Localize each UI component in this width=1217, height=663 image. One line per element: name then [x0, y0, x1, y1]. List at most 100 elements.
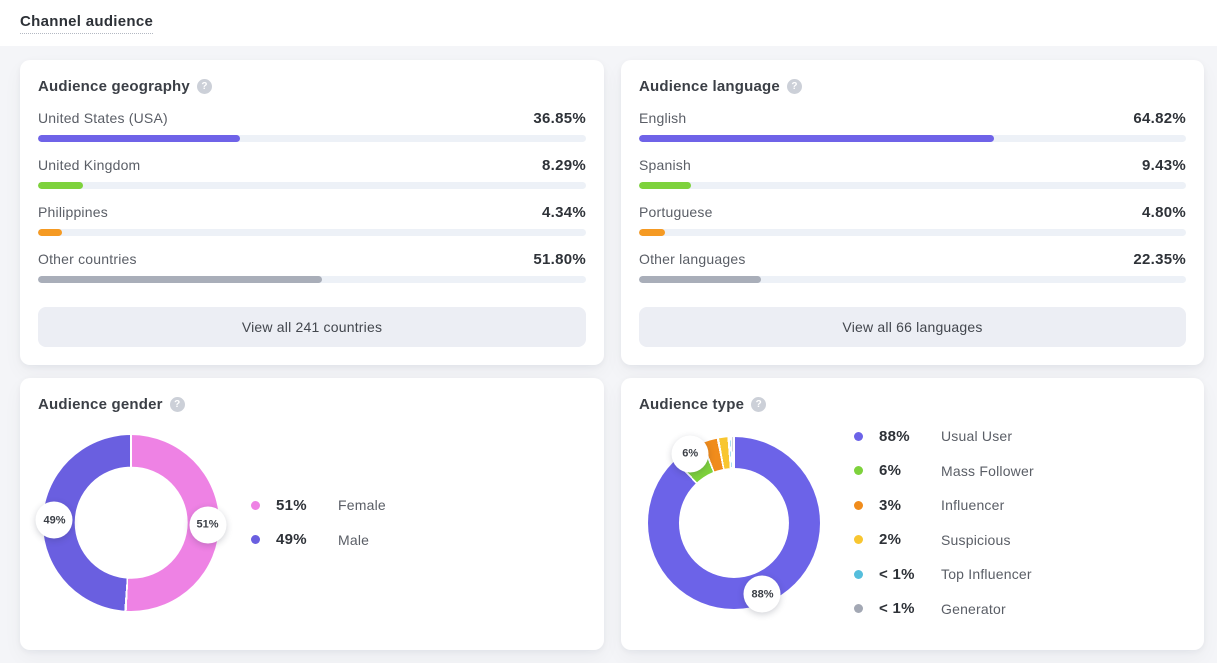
card-header: Audience language ? [639, 78, 1186, 95]
card-header: Audience geography ? [38, 78, 586, 95]
legend-label: Suspicious [941, 531, 1011, 548]
legend-dot [854, 535, 863, 545]
progress-track [639, 135, 1186, 142]
stat-value: 22.35% [1133, 251, 1186, 268]
audience-gender-card: Audience gender ? 49% 51% 51% Female 49% … [20, 378, 604, 650]
audience-language-card: Audience language ? English 64.82% Spani… [621, 60, 1204, 365]
legend-item: 49% Male [251, 528, 386, 552]
card-title: Audience language [639, 78, 780, 95]
stat-row: Other languages 22.35% [639, 251, 1186, 283]
stat-row: English 64.82% [639, 110, 1186, 142]
stat-value: 8.29% [541, 157, 586, 174]
progress-fill [639, 229, 666, 236]
card-title: Audience geography [38, 78, 190, 95]
progress-fill [639, 182, 691, 189]
stat-value: 4.34% [541, 204, 586, 221]
progress-track [639, 182, 1186, 189]
legend-label: Influencer [941, 497, 1005, 514]
donut-badge: 6% [671, 435, 709, 473]
progress-fill [639, 276, 762, 283]
progress-track [38, 276, 586, 283]
donut-badge: 49% [35, 501, 73, 539]
legend-dot [251, 500, 260, 510]
stat-value: 51.80% [533, 251, 586, 268]
stat-row: United States (USA) 36.85% [38, 110, 586, 142]
stat-row: United Kingdom 8.29% [38, 157, 586, 189]
legend-label: Usual User [941, 428, 1013, 445]
donut-badge: 88% [743, 575, 781, 613]
legend-value: 88% [879, 427, 910, 445]
type-chart-area: 6% 88% 88% Usual User 6% Mass Follower 3%… [639, 413, 1186, 632]
legend-item: < 1% Top Influencer [854, 562, 1034, 586]
page-header: Channel audience [0, 0, 1217, 46]
stat-label: United Kingdom [38, 157, 141, 173]
legend-dot [251, 535, 260, 545]
legend-value: 6% [879, 462, 902, 480]
progress-fill [38, 135, 240, 142]
progress-track [38, 182, 586, 189]
donut-hole [74, 466, 188, 579]
audience-geography-card: Audience geography ? United States (USA)… [20, 60, 604, 365]
progress-track [38, 229, 586, 236]
gender-donut-chart: 49% 51% [35, 434, 227, 611]
legend-value: < 1% [879, 600, 915, 618]
legend-dot [854, 569, 863, 579]
card-header: Audience gender ? [38, 396, 586, 413]
help-icon[interactable]: ? [751, 397, 767, 412]
help-icon[interactable]: ? [196, 79, 212, 94]
stat-value: 4.80% [1141, 204, 1186, 221]
view-all-countries-button[interactable]: View all 241 countries [38, 307, 586, 347]
progress-fill [38, 229, 62, 236]
gender-legend: 51% Female 49% Male [251, 493, 386, 552]
stat-value: 64.82% [1133, 110, 1186, 127]
legend-item: 88% Usual User [854, 424, 1034, 448]
stat-value: 9.43% [1141, 157, 1186, 174]
legend-item: 3% Influencer [854, 493, 1034, 517]
stat-value: 36.85% [533, 110, 586, 127]
stat-label: United States (USA) [38, 110, 168, 126]
legend-value: 2% [879, 531, 902, 549]
stat-label: Spanish [639, 157, 691, 173]
donut-badge: 51% [189, 506, 227, 544]
stat-row: Portuguese 4.80% [639, 204, 1186, 236]
help-icon[interactable]: ? [169, 397, 185, 412]
view-all-languages-button[interactable]: View all 66 languages [639, 307, 1186, 347]
card-title: Audience gender [38, 396, 163, 413]
legend-item: 6% Mass Follower [854, 459, 1034, 483]
progress-track [639, 276, 1186, 283]
legend-dot [854, 466, 863, 476]
legend-label: Female [338, 497, 386, 514]
legend-label: Male [338, 531, 370, 548]
stat-label: Other countries [38, 251, 137, 267]
legend-value: 51% [276, 496, 307, 514]
stat-label: Philippines [38, 204, 108, 220]
card-header: Audience type ? [639, 396, 1186, 413]
type-legend: 88% Usual User 6% Mass Follower 3% Influ… [854, 424, 1034, 621]
progress-fill [38, 276, 322, 283]
page-title: Channel audience [20, 13, 154, 34]
legend-item: 51% Female [251, 493, 386, 517]
legend-dot [854, 431, 863, 441]
legend-label: Generator [941, 600, 1006, 617]
help-icon[interactable]: ? [786, 79, 802, 94]
cards-grid: Audience geography ? United States (USA)… [0, 46, 1217, 650]
type-donut-chart: 6% 88% [648, 435, 820, 613]
stat-row: Other countries 51.80% [38, 251, 586, 283]
legend-item: 2% Suspicious [854, 528, 1034, 552]
legend-label: Top Influencer [941, 566, 1032, 583]
card-title: Audience type [639, 396, 745, 413]
legend-dot [854, 500, 863, 510]
audience-type-card: Audience type ? 6% 88% 88% Usual User 6% … [621, 378, 1204, 650]
progress-track [38, 135, 586, 142]
donut-hole [678, 467, 790, 578]
legend-dot [854, 604, 863, 614]
stat-label: English [639, 110, 687, 126]
stat-row: Philippines 4.34% [38, 204, 586, 236]
gender-chart-area: 49% 51% 51% Female 49% Male [35, 413, 586, 632]
stat-label: Portuguese [639, 204, 713, 220]
stat-row: Spanish 9.43% [639, 157, 1186, 189]
stat-label: Other languages [639, 251, 746, 267]
progress-fill [38, 182, 84, 189]
legend-label: Mass Follower [941, 462, 1034, 479]
legend-value: 3% [879, 496, 902, 514]
